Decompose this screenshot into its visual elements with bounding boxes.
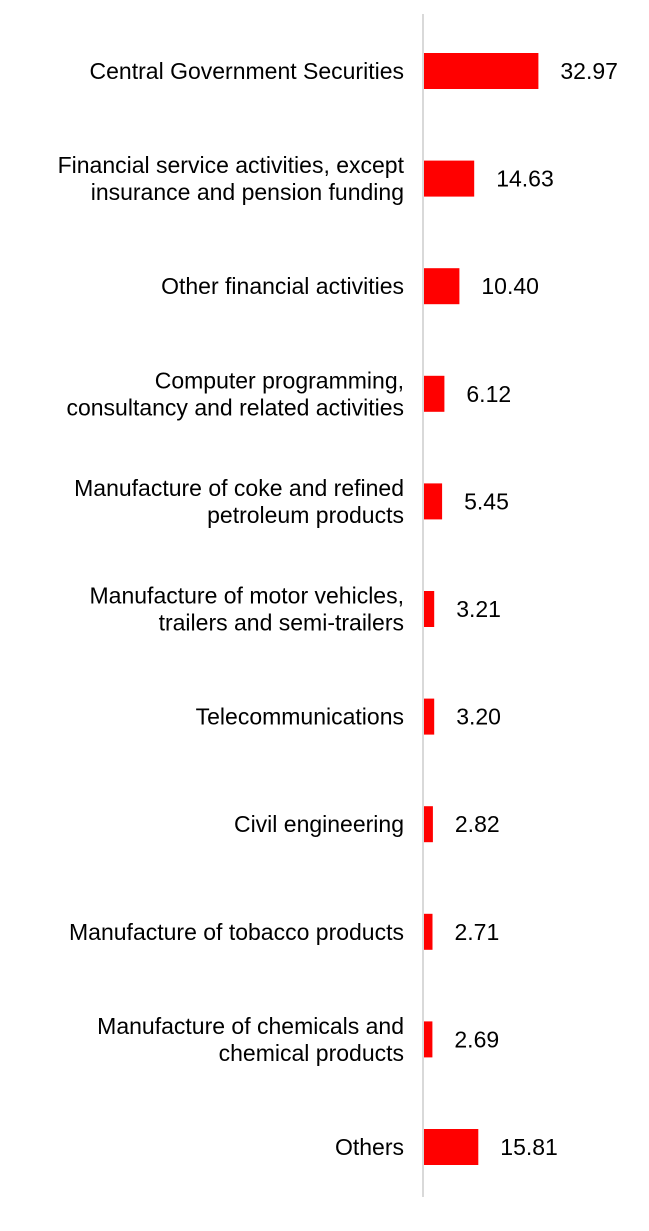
value-label: 2.69 [454, 1026, 499, 1052]
category-label: Central Government Securities [90, 58, 404, 84]
bar [423, 698, 435, 735]
value-labels-layer: 32.97 14.63 10.40 6.12 5.45 3.21 3.20 2.82 2.71 2… [454, 58, 618, 1160]
category-label-line: Manufacture of tobacco products [69, 919, 404, 945]
value-label: 10.40 [481, 273, 539, 299]
category-label-line: chemical products [219, 1040, 404, 1066]
value-label: 15.81 [500, 1134, 558, 1160]
bar [423, 806, 433, 843]
category-label-line: Telecommunications [196, 704, 404, 730]
category-label: Telecommunications [196, 704, 404, 730]
category-label: Other financial activities [161, 273, 404, 299]
category-label: Manufacture of tobacco products [69, 919, 404, 945]
category-label: Others [335, 1134, 404, 1160]
category-label-line: consultancy and related activities [66, 394, 404, 420]
category-label-line: Manufacture of chemicals and [97, 1013, 404, 1039]
category-labels-layer: Central Government Securities Financial s… [58, 58, 405, 1160]
category-label-line: Central Government Securities [90, 58, 404, 84]
bar [423, 913, 433, 950]
bar [423, 591, 435, 627]
bar [423, 1021, 433, 1058]
value-label: 14.63 [496, 166, 554, 192]
value-label: 6.12 [466, 381, 511, 407]
category-label: Computer programming, consultancy and rel… [66, 367, 404, 420]
category-label-line: Financial service activities, except [58, 152, 405, 178]
value-label: 3.20 [456, 704, 501, 730]
category-label-line: Manufacture of coke and refined [74, 475, 404, 501]
bar [423, 1129, 479, 1165]
category-label: Financial service activities, except insu… [58, 152, 405, 205]
category-label-line: petroleum products [207, 502, 404, 528]
category-label-line: insurance and pension funding [91, 179, 404, 205]
bar [423, 53, 539, 89]
category-label-line: Other financial activities [161, 273, 404, 299]
bars-layer [423, 53, 539, 1165]
category-label: Manufacture of motor vehicles, trailers a… [90, 583, 404, 636]
category-label-line: Computer programming, [155, 367, 404, 393]
category-label-line: Manufacture of motor vehicles, [90, 583, 404, 609]
value-label: 3.21 [456, 596, 501, 622]
bar [423, 160, 475, 197]
value-label: 5.45 [464, 488, 509, 514]
value-label: 32.97 [560, 58, 618, 84]
category-label-line: Others [335, 1134, 404, 1160]
category-label-line: trailers and semi-trailers [159, 610, 404, 636]
bar [423, 268, 460, 305]
bar [423, 483, 443, 520]
bar [423, 375, 445, 412]
category-label-line: Civil engineering [234, 811, 404, 837]
category-label: Manufacture of coke and refined petroleum… [74, 475, 404, 528]
category-label: Manufacture of chemicals and chemical pro… [97, 1013, 404, 1066]
value-label: 2.82 [455, 811, 500, 837]
value-label: 2.71 [455, 919, 500, 945]
category-label: Civil engineering [234, 811, 404, 837]
